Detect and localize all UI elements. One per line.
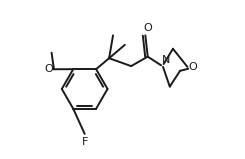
Text: F: F <box>82 137 88 147</box>
Text: O: O <box>143 23 152 33</box>
Text: N: N <box>162 55 170 65</box>
Text: O: O <box>44 64 53 74</box>
Text: O: O <box>189 62 197 72</box>
